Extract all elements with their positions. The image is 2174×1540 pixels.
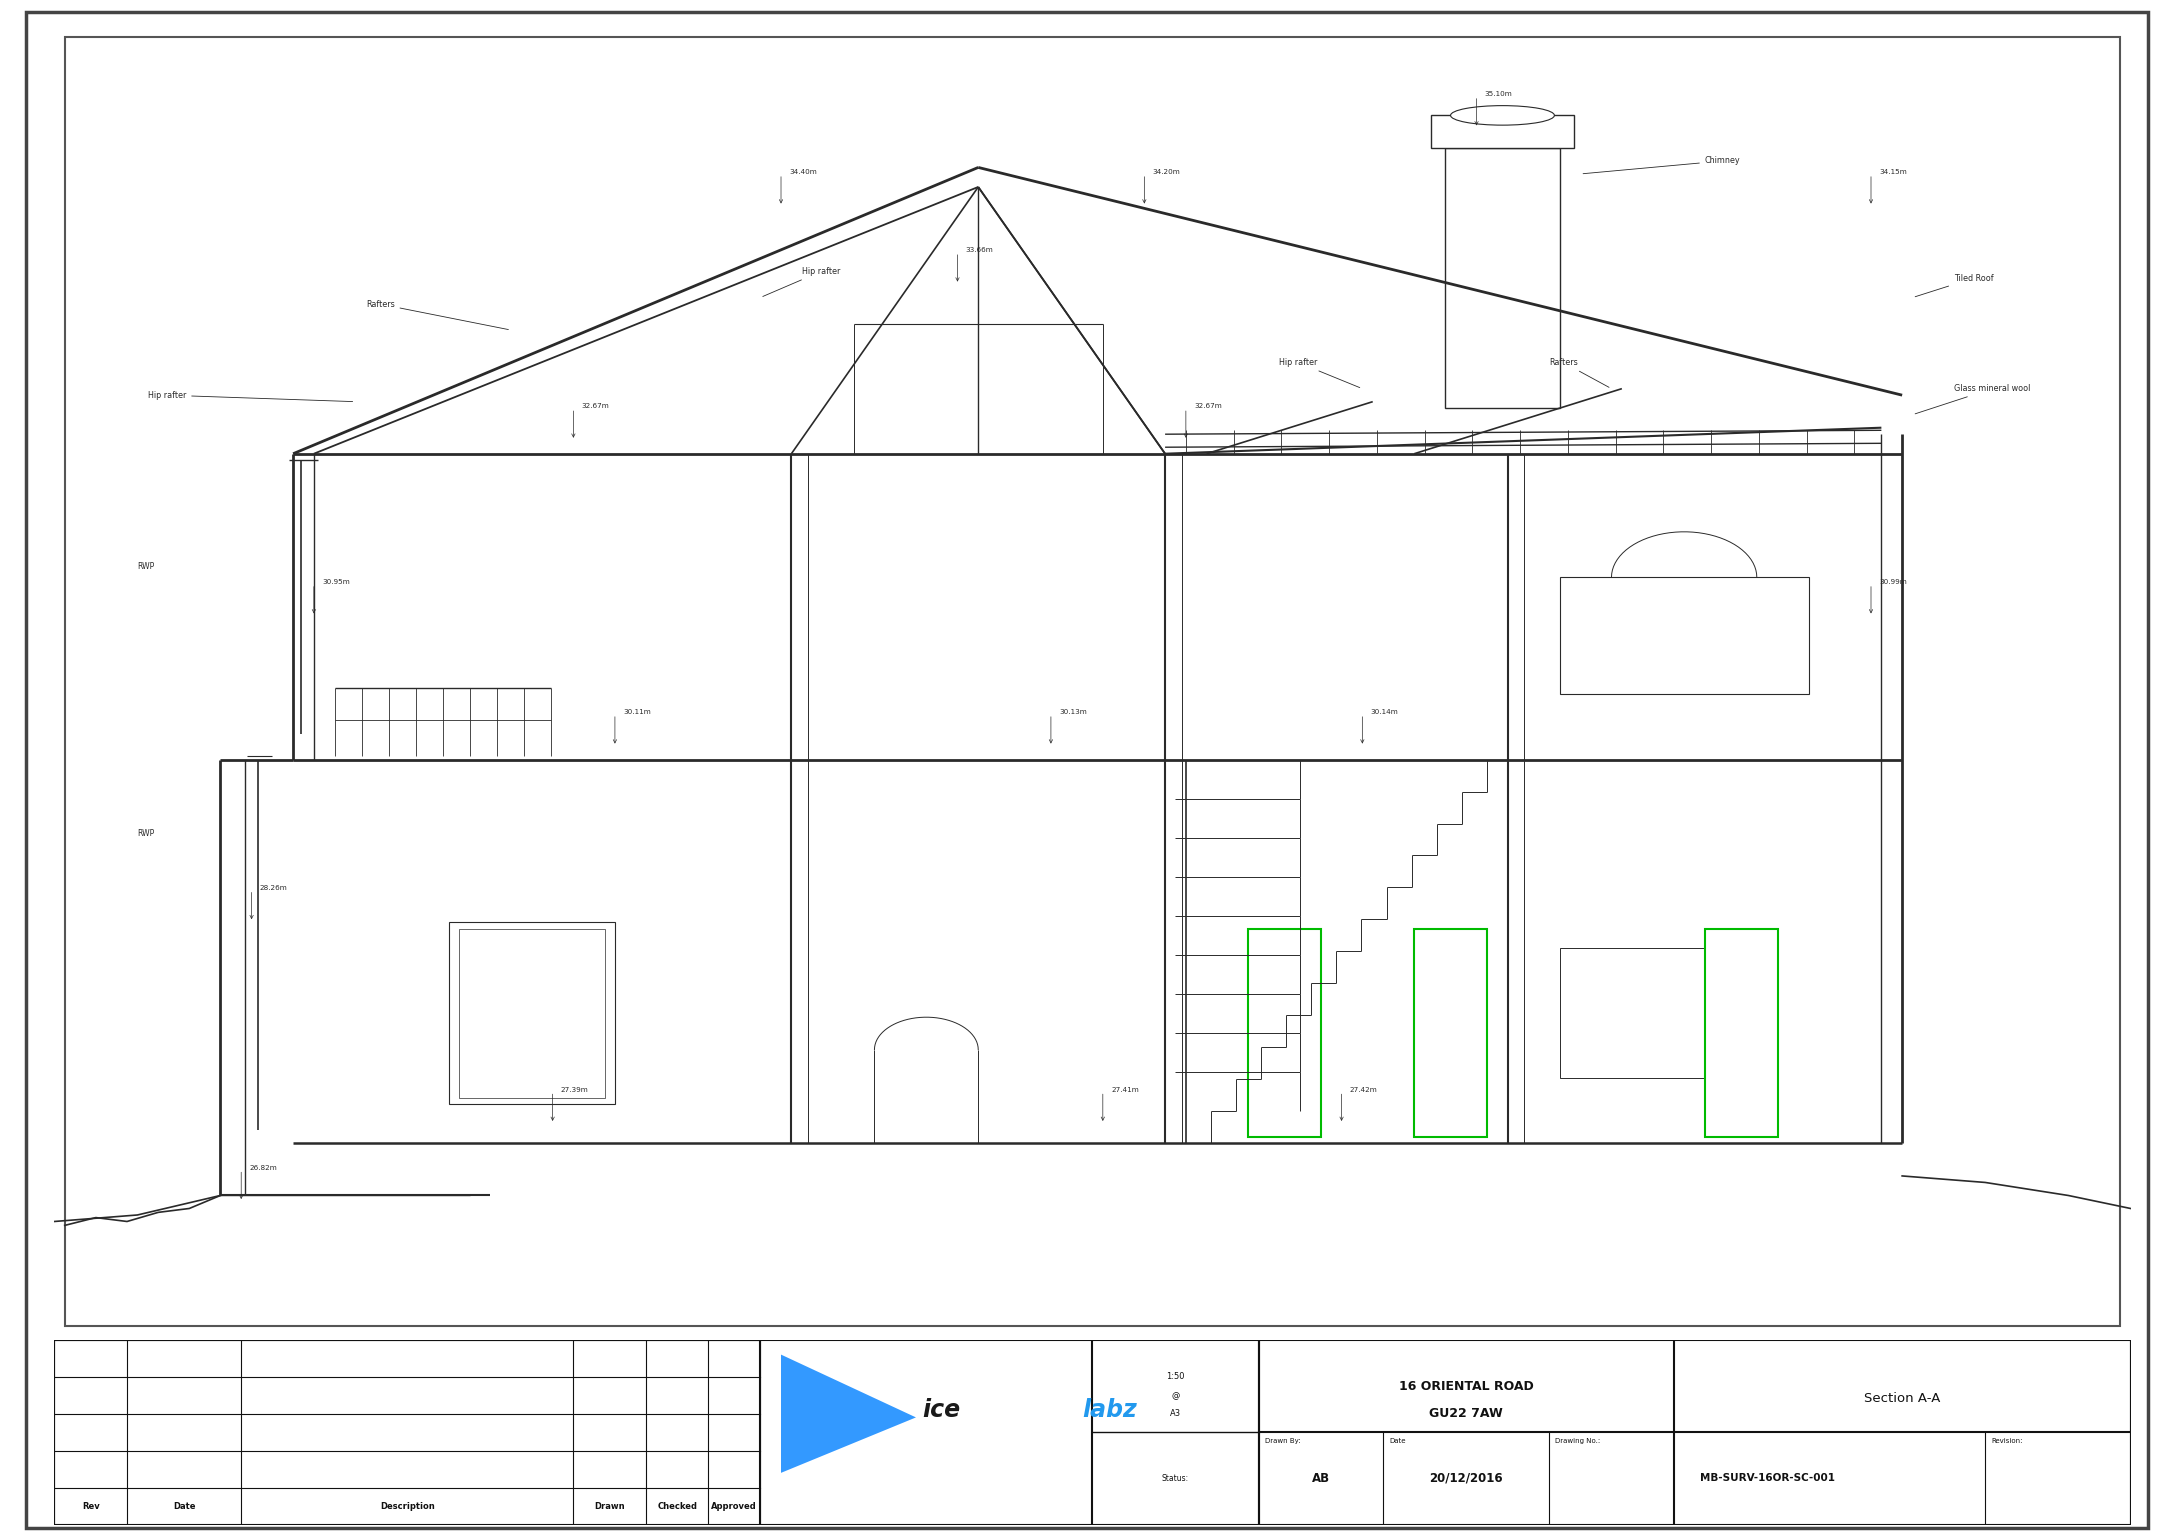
Text: 34.15m: 34.15m [1878, 169, 1907, 176]
Text: Drawing No.:: Drawing No.: [1554, 1438, 1600, 1443]
Text: A3: A3 [1170, 1409, 1180, 1418]
Text: 34.20m: 34.20m [1152, 169, 1180, 176]
Text: 30.13m: 30.13m [1059, 710, 1087, 715]
Text: 1:50: 1:50 [1165, 1372, 1185, 1381]
Bar [1248, 929, 1322, 1137]
Text: Hip rafter: Hip rafter [1278, 359, 1359, 388]
Text: GU22 7AW: GU22 7AW [1428, 1408, 1502, 1420]
Text: Hip rafter: Hip rafter [148, 391, 352, 402]
Text: 35.10m: 35.10m [1485, 91, 1513, 97]
Text: Status:: Status: [1161, 1474, 1189, 1483]
Polygon shape [780, 1355, 915, 1472]
Bar [1415, 929, 1487, 1137]
Text: 30.99m: 30.99m [1878, 579, 1907, 585]
Bar [1430, 116, 1574, 148]
Text: AB: AB [1311, 1472, 1330, 1485]
Text: 30.95m: 30.95m [322, 579, 350, 585]
Text: Revision:: Revision: [1991, 1438, 2024, 1443]
Text: 27.39m: 27.39m [561, 1087, 589, 1093]
Text: Rafters: Rafters [365, 300, 509, 330]
Text: ice: ice [922, 1398, 961, 1421]
Text: 32.67m: 32.67m [583, 403, 609, 410]
Ellipse shape [1450, 106, 1554, 125]
Bar [1446, 148, 1559, 408]
Bar [1559, 578, 1809, 695]
Text: 30.14m: 30.14m [1370, 710, 1398, 715]
Text: Chimney: Chimney [1583, 157, 1741, 174]
Text: @: @ [1172, 1391, 1180, 1400]
Text: 32.67m: 32.67m [1194, 403, 1222, 410]
Bar [1559, 949, 1726, 1078]
Text: 27.42m: 27.42m [1350, 1087, 1378, 1093]
Text: 20/12/2016: 20/12/2016 [1428, 1472, 1502, 1485]
Text: RWP: RWP [137, 562, 154, 571]
Text: 16 ORIENTAL ROAD: 16 ORIENTAL ROAD [1398, 1380, 1533, 1392]
Text: Drawn: Drawn [594, 1502, 626, 1511]
Text: Date: Date [174, 1502, 196, 1511]
Bar [448, 922, 615, 1104]
Bar [459, 929, 604, 1098]
Text: 34.40m: 34.40m [789, 169, 817, 176]
Text: Rev: Rev [83, 1502, 100, 1511]
Text: 30.11m: 30.11m [624, 710, 650, 715]
Text: labz: labz [1083, 1398, 1137, 1421]
Bar [1704, 929, 1778, 1137]
Text: Hip rafter: Hip rafter [763, 266, 839, 297]
Text: 27.41m: 27.41m [1111, 1087, 1139, 1093]
Text: 28.26m: 28.26m [261, 885, 287, 892]
Text: Approved: Approved [711, 1502, 757, 1511]
Text: MB-SURV-16OR-SC-001: MB-SURV-16OR-SC-001 [1700, 1474, 1835, 1483]
Text: Rafters: Rafters [1550, 359, 1609, 388]
Text: 33.66m: 33.66m [965, 248, 994, 253]
Text: Description: Description [380, 1502, 435, 1511]
Text: Drawn By:: Drawn By: [1265, 1438, 1300, 1443]
Text: Section A-A: Section A-A [1863, 1392, 1941, 1406]
Text: Tiled Roof: Tiled Roof [1915, 274, 1994, 297]
Text: Glass mineral wool: Glass mineral wool [1915, 383, 2031, 414]
Text: RWP: RWP [137, 829, 154, 838]
Text: 26.82m: 26.82m [250, 1164, 278, 1170]
Text: Checked: Checked [657, 1502, 698, 1511]
Text: Date: Date [1389, 1438, 1407, 1443]
